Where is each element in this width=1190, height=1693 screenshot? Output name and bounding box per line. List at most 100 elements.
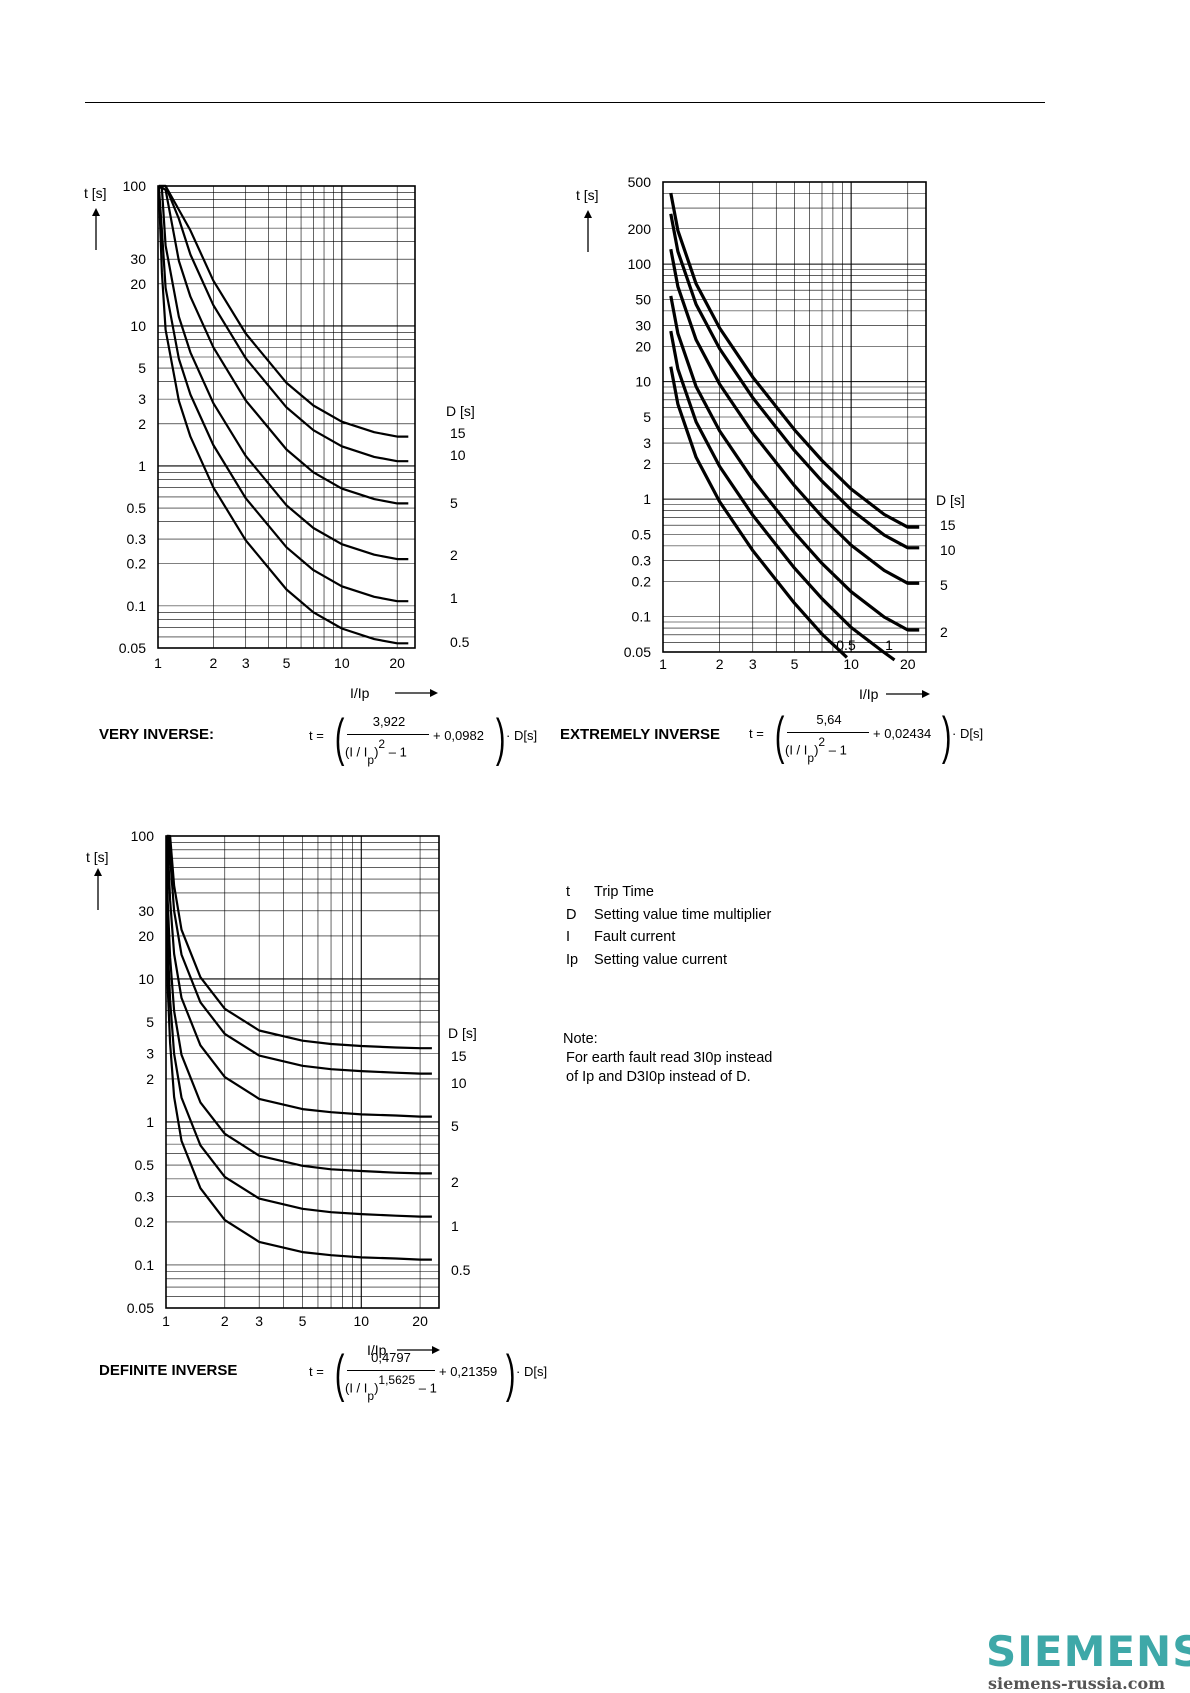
formula-close-paren: ): [495, 709, 506, 767]
y-tick-label: 2: [146, 1071, 154, 1087]
x-axis-arrowhead: [432, 1346, 440, 1354]
curve-label: 2: [450, 547, 458, 563]
x-tick-label: 5: [283, 655, 291, 671]
y-tick-label: 0.3: [127, 531, 147, 547]
curve-label: 15: [940, 517, 956, 533]
y-tick-label: 50: [635, 292, 651, 308]
y-tick-label: 20: [138, 928, 154, 944]
curve-label: 10: [940, 542, 956, 558]
header-rule: [85, 102, 1045, 103]
y-axis-arrowhead: [94, 868, 102, 876]
x-tick-label: 10: [843, 656, 859, 672]
y-tick-label: 0.05: [624, 644, 651, 660]
legend-symbol: I: [566, 929, 571, 945]
curve-d-1: [157, 185, 409, 603]
y-tick-label: 20: [635, 338, 651, 354]
formula-numerator: 3,922: [372, 714, 406, 729]
formula-constant: + 0,02434: [873, 726, 932, 741]
curve-label: 15: [450, 425, 466, 441]
legend-title: D [s]: [936, 492, 965, 508]
y-tick-label: 10: [130, 318, 146, 334]
legend-text: Setting value time multiplier: [594, 906, 772, 923]
y-tick-label: 0.3: [135, 1189, 155, 1205]
curve-label: 1: [451, 1218, 459, 1234]
x-tick-label: 20: [900, 656, 916, 672]
y-tick-label: 3: [138, 391, 146, 407]
curve-label: 15: [451, 1048, 467, 1064]
y-axis-label: t [s]: [84, 185, 107, 201]
formula-fraction-bar: [787, 732, 869, 733]
curve-d-5: [165, 835, 432, 1118]
legend-symbol: t: [566, 884, 571, 900]
extremely-inverse-title: EXTREMELY INVERSE: [560, 726, 721, 743]
y-tick-label: 30: [138, 903, 154, 919]
x-tick-label: 1: [659, 656, 667, 672]
y-tick-label: 0.3: [632, 553, 652, 569]
curve-d-2: [165, 835, 432, 1175]
x-tick-label: 1: [162, 1313, 170, 1329]
y-tick-label: 30: [635, 318, 651, 334]
curve-label: 2: [451, 1174, 459, 1190]
y-tick-label: 0.1: [127, 598, 147, 614]
y-axis-label: t [s]: [576, 187, 599, 203]
y-tick-label: 5: [146, 1014, 154, 1030]
curve-d-2: [158, 185, 409, 561]
x-tick-label: 3: [242, 655, 250, 671]
y-tick-label: 2: [138, 416, 146, 432]
y-tick-label: 100: [123, 178, 147, 194]
y-axis-arrowhead: [92, 208, 100, 216]
y-tick-label: 0.1: [632, 609, 652, 625]
x-axis-label: I/Ip: [350, 685, 370, 701]
y-tick-label: 500: [628, 174, 652, 190]
x-axis-arrowhead: [922, 690, 930, 698]
y-tick-label: 1: [146, 1114, 154, 1130]
very-inverse-title: VERY INVERSE:: [99, 726, 215, 743]
x-tick-label: 2: [221, 1313, 229, 1329]
y-tick-label: 0.05: [119, 640, 146, 656]
y-tick-label: 0.5: [127, 500, 147, 516]
legend-symbol: D: [566, 906, 577, 923]
formula-denominator: (I / Ip)2 – 1: [345, 737, 407, 767]
curve-label: 1: [885, 637, 893, 653]
formula-fraction-bar: [347, 1370, 435, 1371]
y-tick-label: 3: [146, 1046, 154, 1062]
y-tick-label: 1: [643, 491, 651, 507]
formula-denominator: (I / Ip)2 – 1: [785, 735, 847, 765]
x-tick-label: 20: [389, 655, 405, 671]
y-axis-label: t [s]: [86, 849, 109, 865]
legend-row: D Setting value time multiplier: [566, 907, 771, 930]
x-tick-label: 10: [334, 655, 350, 671]
legend-title: D [s]: [446, 403, 475, 419]
plot-frame: [157, 185, 416, 649]
x-tick-label: 2: [716, 656, 724, 672]
y-tick-label: 10: [635, 374, 651, 390]
curve-label: 2: [940, 624, 948, 640]
formula-factor: · D[s]: [506, 728, 538, 743]
formula-fraction-bar: [347, 734, 429, 735]
curve-d-15: [158, 184, 409, 438]
note-title: Note:: [563, 1031, 598, 1047]
y-tick-label: 5: [643, 409, 651, 425]
formula-open-paren: (: [334, 1345, 345, 1403]
y-tick-label: 0.2: [135, 1214, 155, 1230]
formula-lhs: t =: [309, 728, 324, 743]
earth-fault-note: Note: For earth fault read 3I0p instead …: [563, 1030, 772, 1087]
curve-d-0_5: [165, 870, 432, 1261]
curve-d-5: [158, 185, 409, 505]
plot-frame: [165, 835, 440, 1309]
formula-open-paren: (: [334, 709, 345, 767]
y-axis-arrowhead: [584, 210, 592, 218]
curve-label: 5: [450, 495, 458, 511]
curve-d-10: [158, 184, 409, 463]
curve-label: 0.5: [450, 634, 470, 650]
curve-d-15: [669, 192, 920, 529]
definite-inverse-title: DEFINITE INVERSE: [99, 1362, 238, 1379]
symbol-legend: t Trip Time D Setting value time multiplie…: [566, 884, 771, 974]
y-tick-label: 20: [130, 276, 146, 292]
y-tick-label: 10: [138, 971, 154, 987]
y-tick-label: 2: [643, 456, 651, 472]
curve-d-2: [669, 295, 920, 632]
curve-label: 10: [450, 447, 466, 463]
